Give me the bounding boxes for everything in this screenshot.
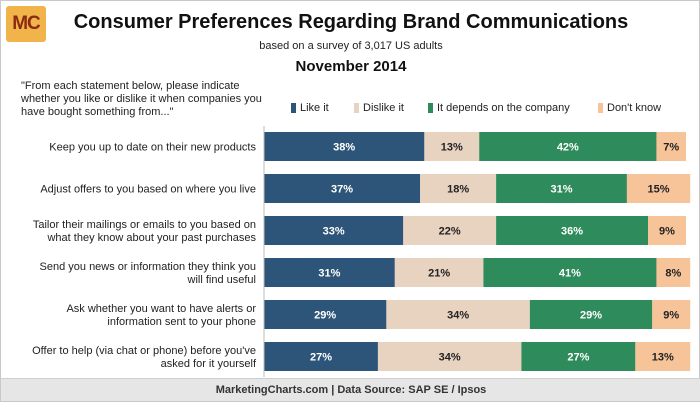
legend-swatch-dont-know — [598, 103, 603, 113]
data-label-depends: 27% — [567, 352, 589, 364]
data-label-dislike: 34% — [447, 310, 469, 322]
bar-segment-like — [264, 300, 387, 329]
data-label-depends: 29% — [580, 310, 602, 322]
legend-label-dislike: Dislike it — [363, 102, 404, 114]
data-label-dont-know: 15% — [648, 184, 670, 196]
category-label-line: Tailor their mailings or emails to you b… — [33, 219, 256, 231]
bar-segment-dislike — [424, 132, 480, 161]
category-label-line: Keep you up to date on their new product… — [49, 142, 256, 154]
data-label-dislike: 13% — [441, 142, 463, 154]
marketingcharts-logo: MC — [6, 6, 46, 42]
legend-item-depends: It depends on the company — [428, 102, 570, 114]
data-label-depends: 41% — [559, 268, 581, 280]
category-label-line: asked for it yourself — [161, 358, 257, 370]
data-label-depends: 31% — [550, 184, 572, 196]
bar-segment-dislike — [420, 174, 497, 203]
bar-segment-depends — [479, 132, 657, 161]
data-label-dislike: 21% — [428, 268, 450, 280]
bar-segment-depends — [521, 342, 636, 371]
category-label-line: Offer to help (via chat or phone) before… — [32, 345, 256, 357]
data-label-like: 27% — [310, 352, 332, 364]
data-label-like: 37% — [331, 184, 353, 196]
bar-segment-dont-know — [626, 174, 691, 203]
bar-segment-depends — [496, 174, 627, 203]
legend-label-like: Like it — [300, 102, 329, 114]
data-label-dont-know: 7% — [663, 142, 679, 154]
data-label-dont-know: 8% — [665, 268, 681, 280]
data-label-dislike: 22% — [439, 226, 461, 238]
category-label: Offer to help (via chat or phone) before… — [32, 345, 257, 370]
bar-segment-dont-know — [635, 342, 691, 371]
bar-segment-dont-know — [656, 258, 691, 287]
survey-question: "From each statement below, please indic… — [21, 80, 262, 118]
category-label-line: Adjust offers to you based on where you … — [40, 184, 256, 196]
bar-segment-depends — [496, 216, 649, 245]
data-label-depends: 42% — [557, 142, 579, 154]
category-label: Tailor their mailings or emails to you b… — [33, 219, 257, 244]
legend-item-dont-know: Don't know — [598, 102, 661, 114]
data-label-like: 33% — [323, 226, 345, 238]
legend-swatch-dislike — [354, 103, 359, 113]
bar-segment-like — [264, 258, 395, 287]
chart-title: Consumer Preferences Regarding Brand Com… — [73, 11, 629, 33]
chart-date: November 2014 — [295, 58, 407, 75]
bar-segment-depends — [483, 258, 657, 287]
bar-segment-like — [264, 216, 404, 245]
bar-segment-dont-know — [648, 216, 686, 245]
data-label-like: 31% — [318, 268, 340, 280]
data-label-dont-know: 13% — [652, 352, 674, 364]
category-label: Ask whether you want to have alerts or in… — [66, 303, 256, 328]
bar-segment-dont-know — [652, 300, 691, 329]
data-label-depends: 36% — [561, 226, 583, 238]
bar-segment-depends — [529, 300, 653, 329]
legend-item-dislike: Dislike it — [354, 102, 404, 114]
legend-swatch-like — [291, 103, 296, 113]
category-label-line: what they know about your past purchases — [46, 232, 256, 244]
data-label-dont-know: 9% — [659, 226, 675, 238]
bar-segment-dont-know — [656, 132, 686, 161]
category-label: Send you news or information they think … — [40, 261, 256, 286]
data-label-like: 38% — [333, 142, 355, 154]
data-label-like: 29% — [314, 310, 336, 322]
legend-label-depends: It depends on the company — [437, 102, 570, 114]
data-label-dislike: 34% — [439, 352, 461, 364]
legend-item-like: Like it — [291, 102, 329, 114]
bar-segment-dislike — [403, 216, 497, 245]
logo-text: MC — [12, 13, 41, 34]
data-label-dont-know: 9% — [663, 310, 679, 322]
category-label-line: Send you news or information they think … — [40, 261, 256, 273]
bar-segment-like — [264, 132, 425, 161]
data-label-dislike: 18% — [447, 184, 469, 196]
legend-label-dont-know: Don't know — [607, 102, 662, 114]
legend-swatch-depends — [428, 103, 433, 113]
category-label: Keep you up to date on their new product… — [49, 142, 256, 154]
category-label: Adjust offers to you based on where you … — [40, 184, 256, 196]
category-label-line: information sent to your phone — [107, 316, 256, 328]
chart-footer: MarketingCharts.com | Data Source: SAP S… — [1, 378, 700, 401]
chart-subtitle: based on a survey of 3,017 US adults — [259, 40, 443, 52]
category-label-line: will find useful — [187, 274, 256, 286]
bar-segment-like — [264, 342, 378, 371]
bar-segment-dislike — [377, 342, 522, 371]
bar-segment-dislike — [386, 300, 530, 329]
bar-segment-dislike — [394, 258, 484, 287]
category-label-line: Ask whether you want to have alerts or — [66, 303, 256, 315]
bar-segment-like — [264, 174, 421, 203]
